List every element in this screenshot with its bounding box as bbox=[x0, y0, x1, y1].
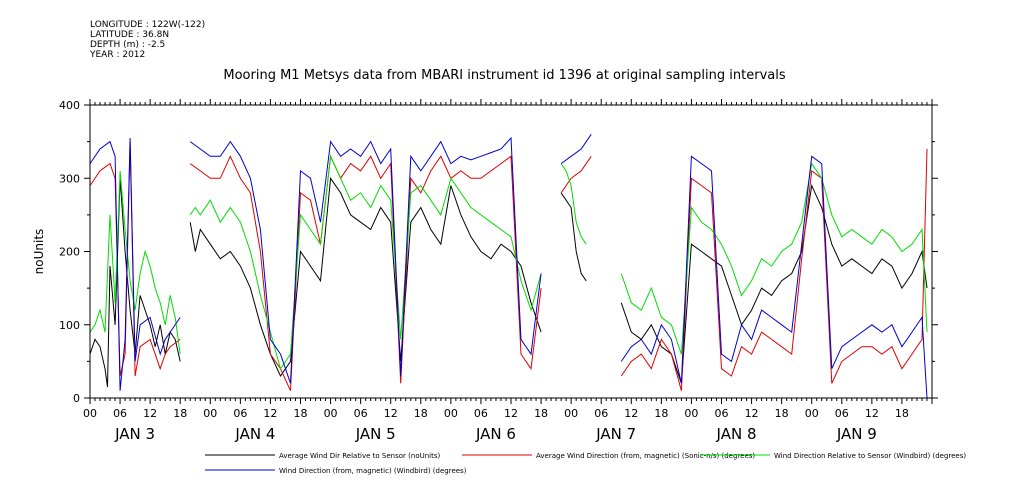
series-line-4-seg-3 bbox=[560, 134, 592, 165]
legend: Average Wind Dir Relative to Sensor (noU… bbox=[205, 452, 966, 475]
x-tick-label: 12 bbox=[865, 407, 879, 420]
series-line-3-seg-2 bbox=[189, 154, 542, 370]
year-text: YEAR : 2012 bbox=[90, 50, 146, 60]
x-tick-label: 00 bbox=[805, 407, 819, 420]
series-line-4-seg-2 bbox=[189, 136, 542, 384]
x-tick-label: 06 bbox=[354, 407, 368, 420]
axes: 0 100 200 300 400 00 06 12 18 00 06 12 18 00 06 12 18 00 0… bbox=[59, 99, 938, 443]
x-tick-label: 18 bbox=[654, 407, 668, 420]
x-tick-label: 06 bbox=[715, 407, 729, 420]
series-line-2-seg-2 bbox=[189, 154, 542, 391]
x-tick-label: 18 bbox=[173, 407, 187, 420]
legend-label-1: Average Wind Dir Relative to Sensor (noU… bbox=[279, 452, 440, 460]
series-line-1-seg-2 bbox=[189, 176, 542, 378]
y-tick-label-0: 0 bbox=[73, 392, 80, 405]
legend-label-4: Wind Direction (from, magnetic) (Windbir… bbox=[279, 467, 467, 475]
x-tick-label: 06 bbox=[474, 407, 488, 420]
day-label-5: JAN 5 bbox=[355, 425, 396, 443]
x-tick-label: 06 bbox=[835, 407, 849, 420]
x-tick-label: 06 bbox=[594, 407, 608, 420]
x-tick-label: 00 bbox=[83, 407, 97, 420]
series-line-4-seg-4 bbox=[620, 155, 928, 399]
day-label-7: JAN 7 bbox=[595, 425, 636, 443]
depth-text: DEPTH (m) : -2.5 bbox=[90, 40, 166, 50]
series-line-2-seg-3 bbox=[560, 156, 592, 194]
day-label-3: JAN 3 bbox=[114, 425, 155, 443]
day-label-8: JAN 8 bbox=[716, 425, 757, 443]
x-tick-label: 12 bbox=[624, 407, 638, 420]
x-tick-label: 18 bbox=[414, 407, 428, 420]
x-tick-label: 06 bbox=[113, 407, 127, 420]
latitude-text: LATITUDE : 36.8N bbox=[90, 30, 170, 40]
legend-label-3: Wind Direction Relative to Sensor (Windb… bbox=[774, 452, 966, 460]
x-tick-label: 12 bbox=[143, 407, 157, 420]
x-tick-label: 00 bbox=[203, 407, 217, 420]
series-line-3-seg-4 bbox=[620, 162, 928, 355]
x-tick-label: 18 bbox=[534, 407, 548, 420]
legend-label-2: Average Wind Direction (from, magnetic) … bbox=[536, 452, 755, 460]
y-tick-label-300: 300 bbox=[59, 172, 80, 185]
day-label-9: JAN 9 bbox=[836, 425, 877, 443]
x-tick-label: 00 bbox=[324, 407, 338, 420]
x-tick-label: 00 bbox=[564, 407, 578, 420]
x-tick-label: 06 bbox=[233, 407, 247, 420]
x-tick-label: 12 bbox=[384, 407, 398, 420]
series-line-3-seg-3 bbox=[560, 163, 587, 245]
day-label-6: JAN 6 bbox=[475, 425, 516, 443]
x-tick-label: 18 bbox=[294, 407, 308, 420]
series-line-1-seg-1 bbox=[89, 178, 181, 388]
chart-title: Mooring M1 Metsys data from MBARI instru… bbox=[223, 68, 786, 83]
x-tick-label: 18 bbox=[895, 407, 909, 420]
y-axis-label: noUnits bbox=[32, 229, 46, 275]
series-line-1-seg-3 bbox=[560, 192, 587, 282]
y-tick-label-400: 400 bbox=[59, 99, 80, 112]
y-tick-label-200: 200 bbox=[59, 246, 80, 259]
x-tick-label: 18 bbox=[775, 407, 789, 420]
x-tick-label: 00 bbox=[684, 407, 698, 420]
longitude-text: LONGITUDE : 122W(-122) bbox=[90, 20, 206, 30]
metadata-block: LONGITUDE : 122W(-122) LATITUDE : 36.8N … bbox=[90, 20, 205, 60]
y-tick-label-100: 100 bbox=[59, 319, 80, 332]
series-line-4-seg-1 bbox=[89, 137, 181, 391]
x-tick-label: 12 bbox=[504, 407, 518, 420]
series-line-2-seg-4 bbox=[620, 148, 928, 391]
x-tick-label: 12 bbox=[745, 407, 759, 420]
x-tick-label: 00 bbox=[444, 407, 458, 420]
day-label-4: JAN 4 bbox=[234, 425, 275, 443]
x-tick-label: 12 bbox=[263, 407, 277, 420]
series-line-3-seg-1 bbox=[89, 170, 181, 355]
plot-lines bbox=[89, 134, 928, 399]
